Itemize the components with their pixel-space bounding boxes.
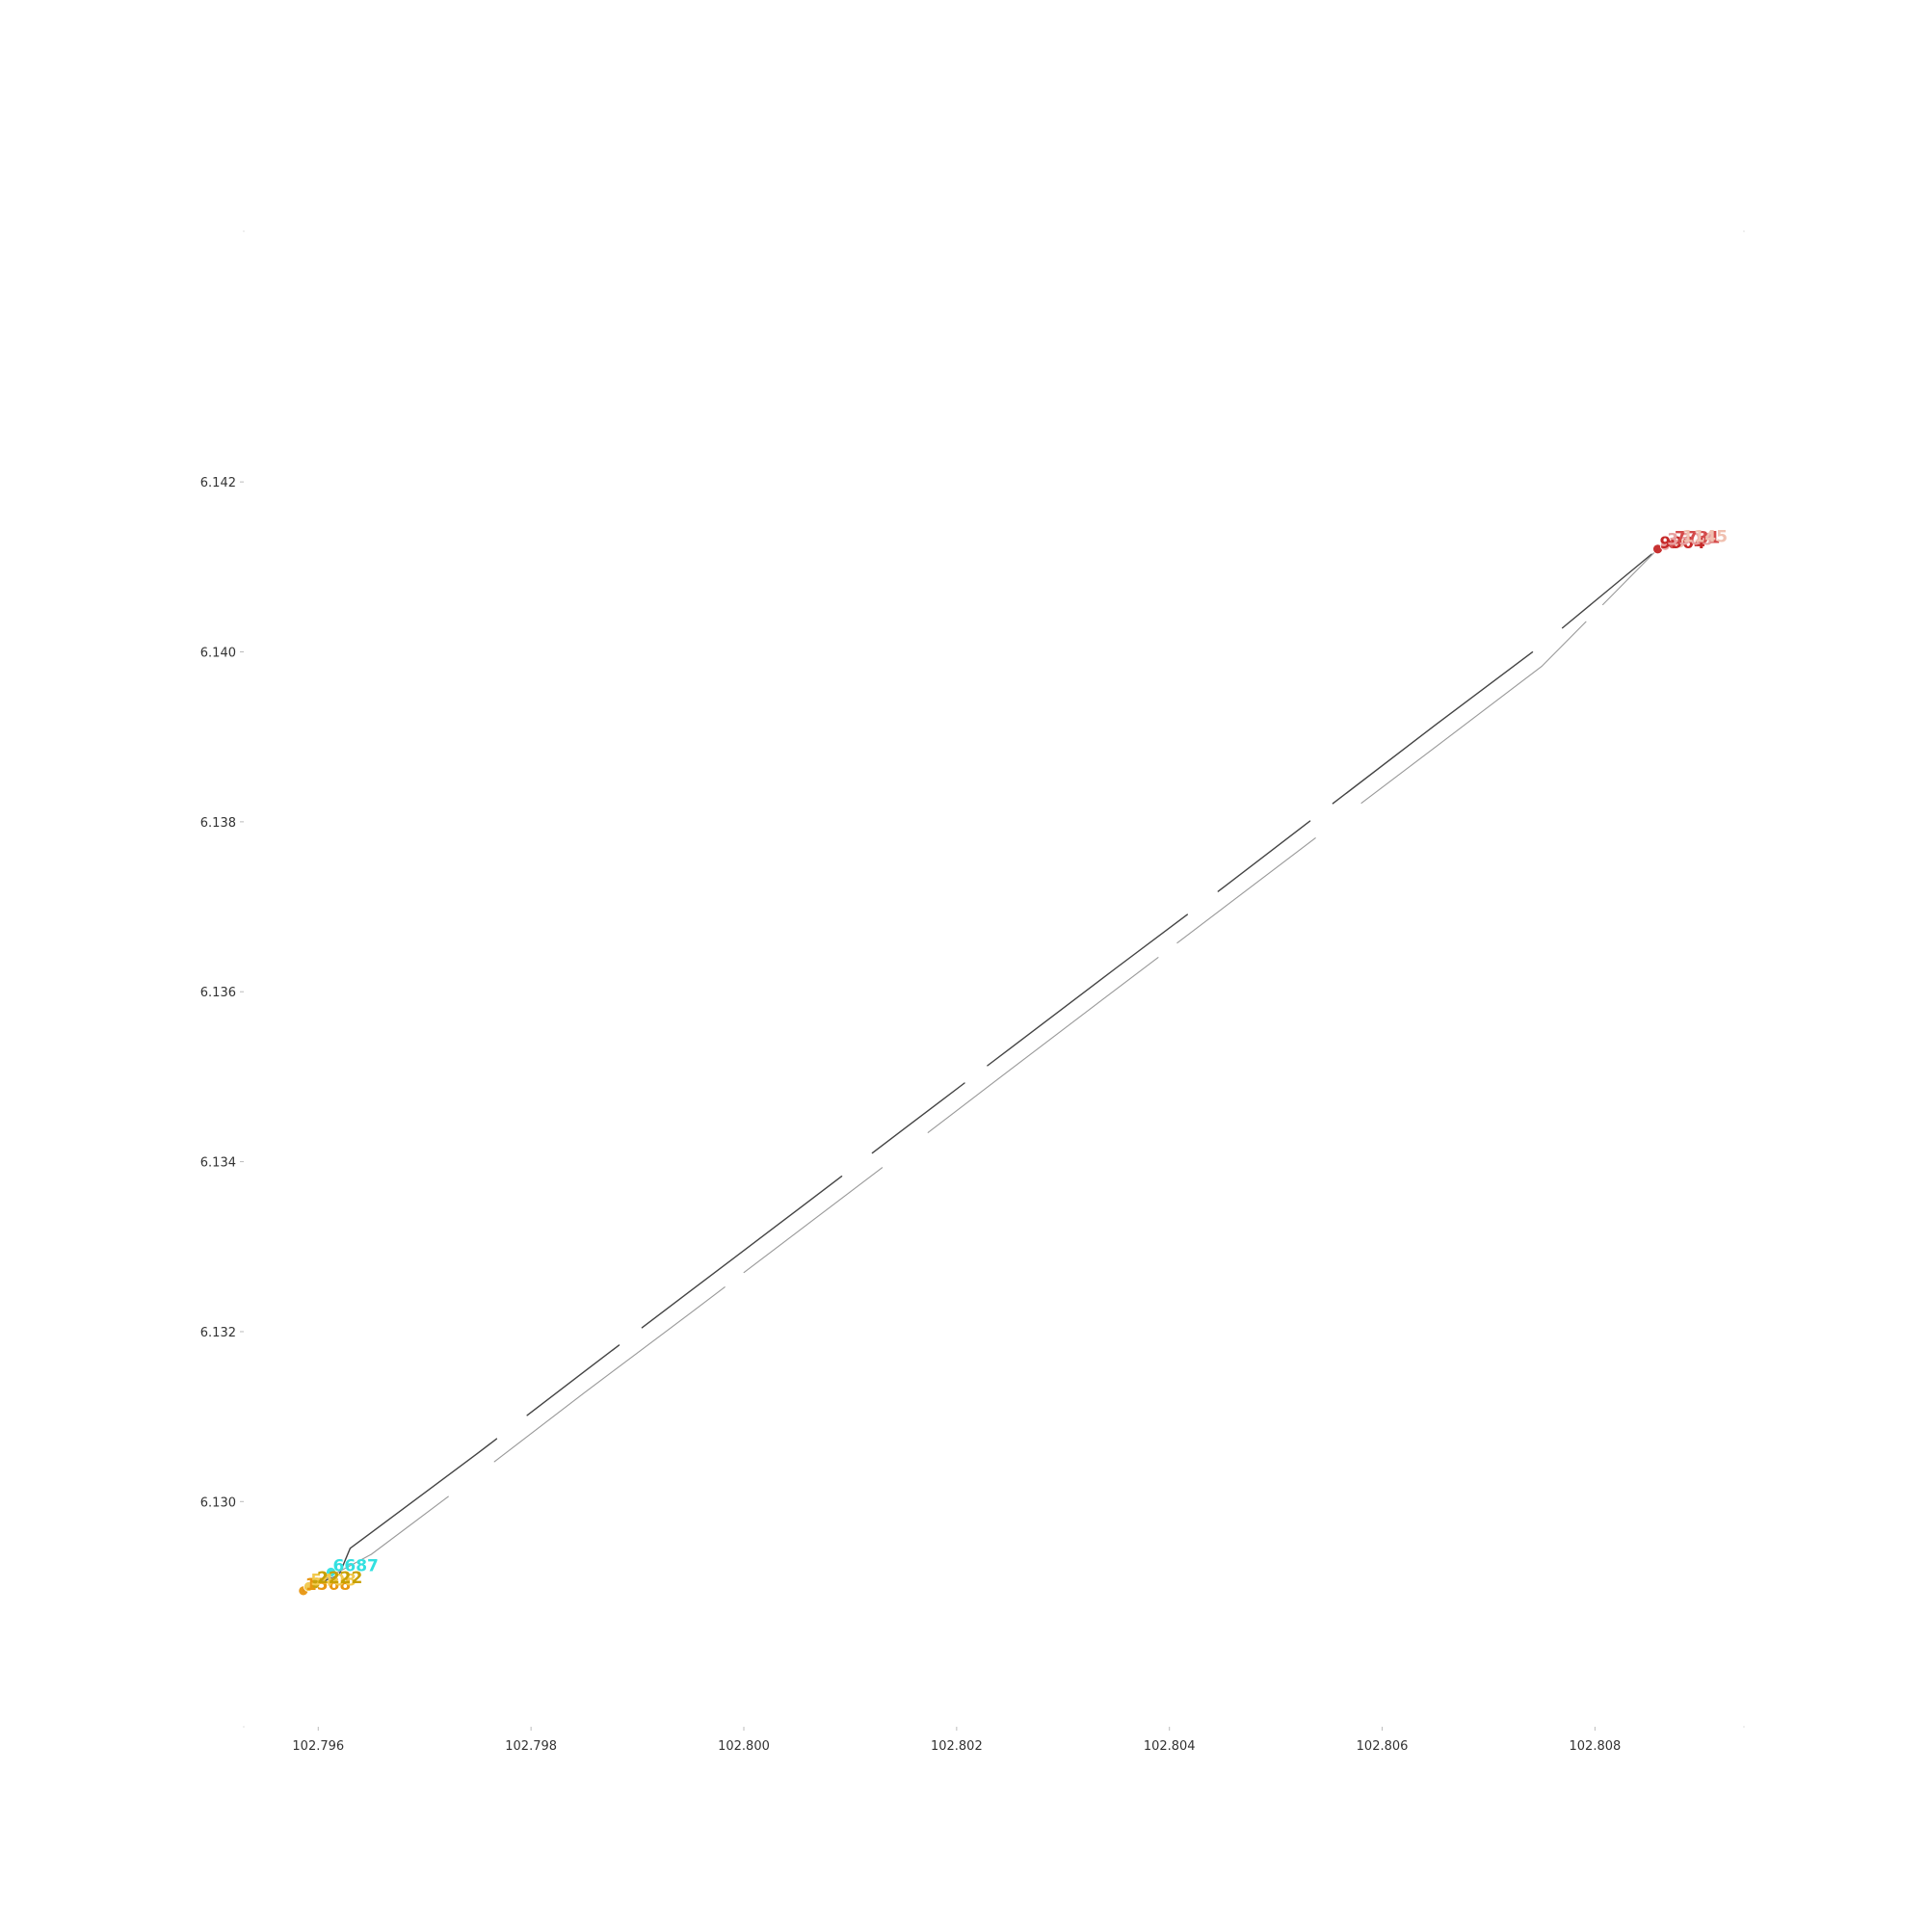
point-label: 3508 [1667, 530, 1712, 549]
y-tick-label: 6.132 [200, 1326, 236, 1340]
y-tick-label: 6.130 [200, 1495, 236, 1510]
x-tick-label: 102.808 [1570, 1739, 1622, 1754]
x-tick-label: 102.798 [505, 1739, 557, 1754]
point-label: 6687 [333, 1557, 379, 1576]
x-tick-label: 102.802 [931, 1739, 983, 1754]
point-label: 5408 [310, 1572, 356, 1591]
axes: 102.796 102.798 102.800 102.802 102.804 102.8… [200, 230, 1745, 1754]
x-tick-label: 102.806 [1357, 1739, 1409, 1754]
x-tick-label: 102.804 [1144, 1739, 1196, 1754]
y-tick-label: 6.136 [200, 986, 236, 1000]
x-tick-label: 102.800 [718, 1739, 770, 1754]
route-point [1675, 538, 1686, 549]
point-label: 2222 [317, 1569, 362, 1588]
point-label: 1145 [1682, 528, 1728, 547]
y-tick-label: 6.134 [200, 1156, 236, 1171]
frame-corner-mark [243, 230, 245, 232]
frame-corner-mark [243, 1726, 245, 1728]
y-tick-label: 6.138 [200, 816, 236, 831]
point-label: 1568 [305, 1575, 351, 1595]
route-line [303, 542, 1681, 1592]
y-tick-label: 6.142 [200, 476, 236, 490]
y-tick-label: 6.140 [200, 647, 236, 661]
x-tick-label: 102.796 [292, 1739, 344, 1754]
route-lines [303, 542, 1681, 1592]
route-points [298, 538, 1686, 1597]
point-label: 7731 [1675, 529, 1720, 548]
frame-corner-mark [1743, 1726, 1745, 1728]
route-point [309, 1578, 321, 1590]
point-label: 9904 [1660, 534, 1705, 553]
frame-corner-mark [1743, 230, 1745, 232]
route-line [303, 548, 1659, 1592]
route-point [326, 1567, 336, 1577]
